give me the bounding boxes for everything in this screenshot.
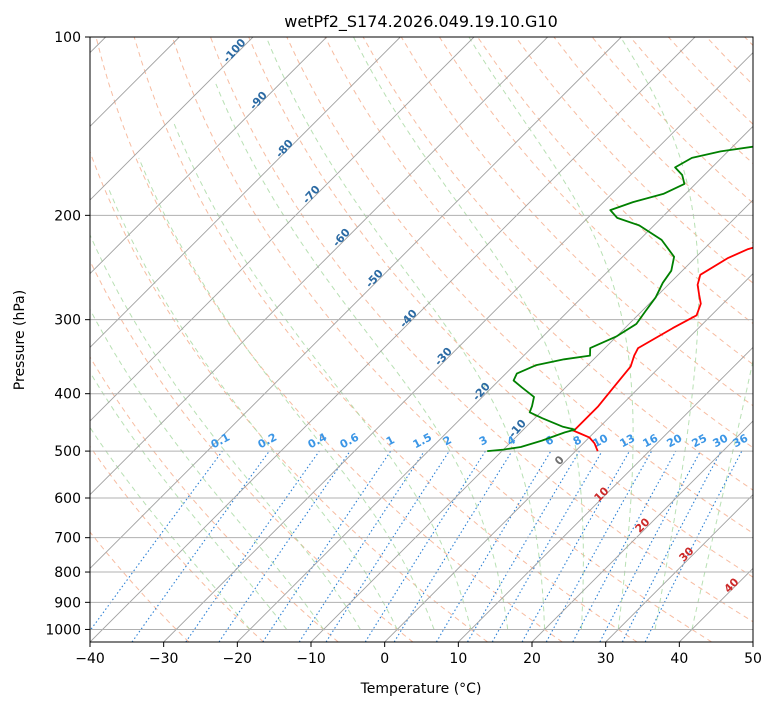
mixing-ratio-label: 36 <box>731 431 751 450</box>
x-tick-label: −20 <box>223 651 253 667</box>
isotherm-line <box>90 37 401 348</box>
isotherm-line <box>531 420 753 642</box>
moist-adiabat-line <box>620 37 700 630</box>
dewpoint-profile-line <box>487 145 753 452</box>
mixing-ratio-line <box>325 450 450 642</box>
dry-adiabat-line <box>515 37 753 284</box>
y-tick-label: 500 <box>54 444 81 460</box>
isotherm-line <box>90 37 696 642</box>
dry-adiabat-line <box>171 37 712 642</box>
mixing-ratio-line <box>298 450 425 642</box>
mixing-ratio-label: 20 <box>665 431 685 450</box>
dry-adiabat-line <box>90 150 488 642</box>
mixing-ratio-line <box>185 450 320 642</box>
y-tick-label: 100 <box>54 30 81 46</box>
dry-adiabat-line <box>210 37 753 623</box>
mixing-ratio-label: 16 <box>641 431 661 450</box>
mixing-ratio-line <box>521 450 630 642</box>
temperature-profile-line <box>572 246 753 452</box>
mixing-ratio-line <box>90 450 223 632</box>
x-tick-label: 50 <box>744 651 762 667</box>
mixing-ratio-label: 30 <box>711 431 731 450</box>
isotherm-line <box>163 52 753 642</box>
y-axis-label: Pressure (hPa) <box>12 290 28 390</box>
dry-adiabat-line <box>438 37 753 366</box>
x-tick-label: 0 <box>380 651 389 667</box>
x-axis-ticks: −40 −30 −20 −10 0 10 20 30 40 50 <box>75 642 762 667</box>
y-tick-label: 300 <box>54 313 81 329</box>
mixing-ratio-label: 13 <box>618 432 638 451</box>
x-tick-label: 20 <box>523 651 541 667</box>
moist-adiabat-line <box>691 358 753 630</box>
x-axis-label: Temperature (°C) <box>360 681 482 697</box>
isotherm-line <box>237 125 753 642</box>
mixing-ratio-line <box>393 450 513 642</box>
mixing-ratio-line <box>572 450 677 642</box>
isotherm-line <box>90 37 548 496</box>
y-tick-label: 800 <box>54 565 81 581</box>
isotherm-line <box>605 494 753 642</box>
x-tick-label: −40 <box>75 651 105 667</box>
y-tick-label: 200 <box>54 208 81 224</box>
dry-adiabat-line <box>90 356 339 642</box>
moist-adiabat-line <box>468 37 634 630</box>
y-tick-label: 700 <box>54 531 81 547</box>
x-tick-label: 40 <box>670 651 688 667</box>
isotherm-line <box>310 199 753 642</box>
mixing-ratio-line <box>218 450 351 642</box>
moist-adiabat-line <box>90 308 324 630</box>
moist-adiabat-line <box>353 37 584 630</box>
grid-lines <box>90 37 753 642</box>
thermo-background-lines <box>90 37 753 642</box>
moist-adiabat-line <box>265 37 546 630</box>
dry-adiabat-line <box>90 531 190 642</box>
y-tick-label: 1000 <box>45 622 81 638</box>
x-tick-label: −10 <box>296 651 326 667</box>
mixing-ratio-line <box>644 450 743 642</box>
x-tick-label: −30 <box>149 651 179 667</box>
dry-adiabat-line <box>248 37 753 578</box>
isotherm-line <box>90 37 622 569</box>
y-tick-label: 600 <box>54 491 81 507</box>
isotherm-line <box>90 37 327 275</box>
isotherm-line <box>90 37 475 422</box>
mixing-ratio-label: 25 <box>690 432 710 451</box>
moist-adiabat-line <box>107 188 398 630</box>
x-tick-label: 10 <box>449 651 467 667</box>
plot-frame <box>89 36 754 643</box>
dry-adiabat-line <box>133 37 638 642</box>
dry-adiabat-line <box>400 37 753 407</box>
dry-adiabat-line <box>90 445 264 642</box>
mixing-ratio-line <box>131 450 270 642</box>
chart-title: wetPf2_S174.2026.049.19.10.G10 <box>284 12 558 32</box>
profile-series <box>487 145 753 452</box>
y-tick-label: 400 <box>54 387 81 403</box>
mixing-ratio-line <box>545 450 653 642</box>
moist-adiabat-line <box>173 123 472 630</box>
isotherm-line <box>458 346 753 642</box>
y-tick-label: 900 <box>54 595 81 611</box>
moist-adiabat-line <box>90 426 251 630</box>
mixing-ratio-line <box>262 450 392 642</box>
x-tick-label: 30 <box>597 651 615 667</box>
moist-adiabat-line <box>215 83 509 630</box>
isotherm-line <box>384 273 753 642</box>
isotherm-line <box>90 37 254 201</box>
dry-adiabat-line <box>95 37 563 642</box>
y-axis-ticks: 100 200 300 400 500 600 700 800 900 1000 <box>45 30 90 638</box>
